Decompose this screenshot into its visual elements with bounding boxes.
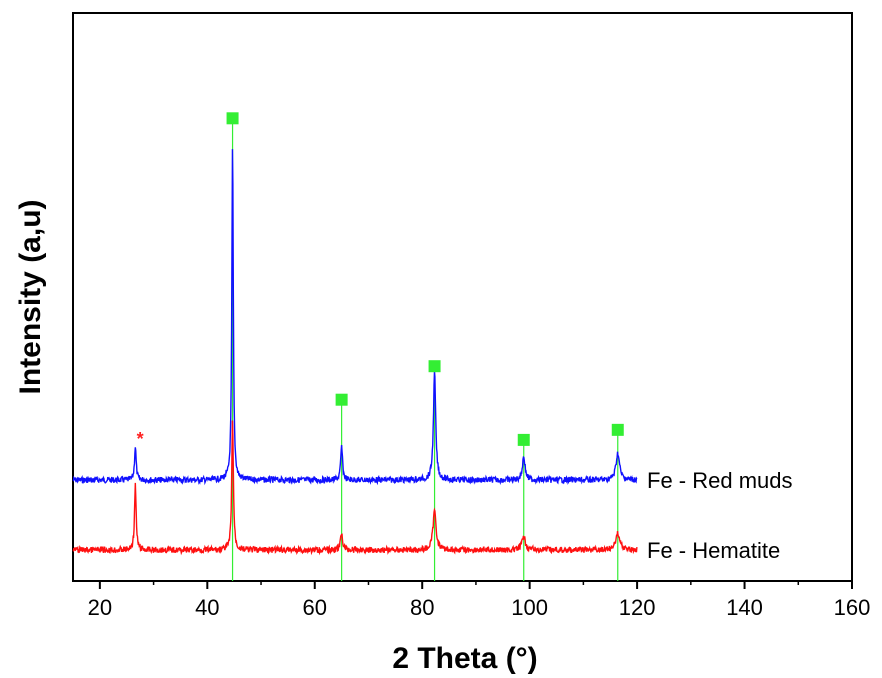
x-axis-title: 2 Theta (°) bbox=[392, 642, 537, 675]
x-tick-label: 160 bbox=[834, 595, 871, 620]
x-tick-label: 140 bbox=[726, 595, 763, 620]
series-labels: Fe - Red muds Fe - Hematite bbox=[647, 468, 793, 563]
series-label-0: Fe - Red muds bbox=[647, 468, 793, 493]
x-tick-label: 20 bbox=[88, 595, 112, 620]
reference-marker bbox=[428, 360, 441, 373]
reference-marker bbox=[226, 112, 239, 125]
x-axis-ticks: 20 40 60 80 100 120 140 160 bbox=[88, 581, 871, 620]
x-tick-label: 80 bbox=[410, 595, 434, 620]
x-tick-label: 40 bbox=[195, 595, 219, 620]
series-line-0 bbox=[72, 149, 638, 486]
reference-marker bbox=[611, 423, 624, 436]
series-group bbox=[72, 149, 638, 556]
y-axis-title: Intensity (a,u) bbox=[14, 199, 47, 394]
series-line-1 bbox=[72, 420, 638, 556]
x-tick-label: 120 bbox=[619, 595, 656, 620]
x-tick-label: 100 bbox=[511, 595, 548, 620]
reference-marker bbox=[517, 433, 530, 446]
series-label-1: Fe - Hematite bbox=[647, 538, 780, 563]
reference-lines bbox=[231, 118, 619, 581]
x-tick-label: 60 bbox=[303, 595, 327, 620]
plot-frame bbox=[72, 12, 853, 582]
reference-marker bbox=[335, 393, 348, 406]
impurity-star-annotation: * bbox=[137, 429, 144, 449]
reference-markers bbox=[226, 112, 624, 446]
